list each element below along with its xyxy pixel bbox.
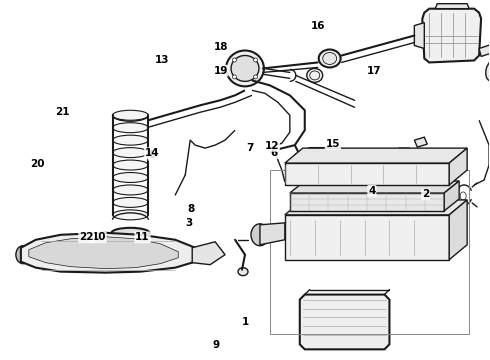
Polygon shape [290,181,459,193]
Ellipse shape [232,75,237,79]
Text: 12: 12 [265,141,279,151]
Ellipse shape [112,228,149,238]
Ellipse shape [323,53,337,64]
Ellipse shape [300,149,319,161]
Ellipse shape [251,224,269,246]
Polygon shape [290,193,444,211]
Text: 3: 3 [185,218,193,228]
Text: 8: 8 [188,204,195,214]
Ellipse shape [113,172,148,183]
Polygon shape [192,242,225,265]
Text: 22: 22 [79,232,94,242]
Ellipse shape [113,197,148,207]
Text: 5: 5 [148,150,156,160]
Ellipse shape [113,185,148,195]
Text: 7: 7 [246,143,253,153]
Ellipse shape [232,58,237,62]
Polygon shape [285,215,449,260]
Ellipse shape [113,160,148,170]
Ellipse shape [409,196,426,208]
Text: 18: 18 [213,42,228,52]
Ellipse shape [401,211,413,219]
Text: 19: 19 [214,66,228,76]
Ellipse shape [16,246,30,264]
Ellipse shape [113,148,148,158]
Bar [270,170,469,334]
Ellipse shape [388,149,401,161]
Ellipse shape [113,135,148,145]
Polygon shape [415,23,424,49]
Polygon shape [422,9,481,62]
Polygon shape [397,148,412,158]
Polygon shape [444,181,459,211]
Polygon shape [29,237,178,269]
Ellipse shape [231,55,259,81]
Ellipse shape [238,268,248,276]
Ellipse shape [253,58,258,62]
Text: 15: 15 [326,139,340,149]
Text: 17: 17 [367,66,382,76]
Polygon shape [285,200,467,215]
Text: 9: 9 [212,340,220,350]
Polygon shape [21,233,195,273]
Polygon shape [285,163,449,185]
Polygon shape [449,148,467,185]
Text: 10: 10 [91,232,106,242]
Ellipse shape [253,75,258,79]
Text: 14: 14 [145,148,160,158]
Text: 1: 1 [242,317,248,327]
Ellipse shape [113,123,148,133]
Text: 13: 13 [155,55,169,65]
Ellipse shape [113,210,148,220]
Ellipse shape [318,50,341,67]
Polygon shape [479,45,490,57]
Polygon shape [415,137,427,147]
Text: 4: 4 [368,186,376,196]
Text: 21: 21 [55,107,69,117]
Text: 16: 16 [311,21,325,31]
Polygon shape [449,200,467,260]
Polygon shape [300,294,390,349]
Ellipse shape [486,60,490,81]
Polygon shape [260,223,285,245]
Text: 2: 2 [422,189,429,199]
Polygon shape [285,148,467,163]
Text: 11: 11 [135,232,150,242]
Ellipse shape [113,110,148,120]
Text: 20: 20 [30,159,45,169]
Ellipse shape [307,68,323,82]
Ellipse shape [226,50,264,86]
Text: 6: 6 [270,148,278,158]
Polygon shape [435,4,469,9]
